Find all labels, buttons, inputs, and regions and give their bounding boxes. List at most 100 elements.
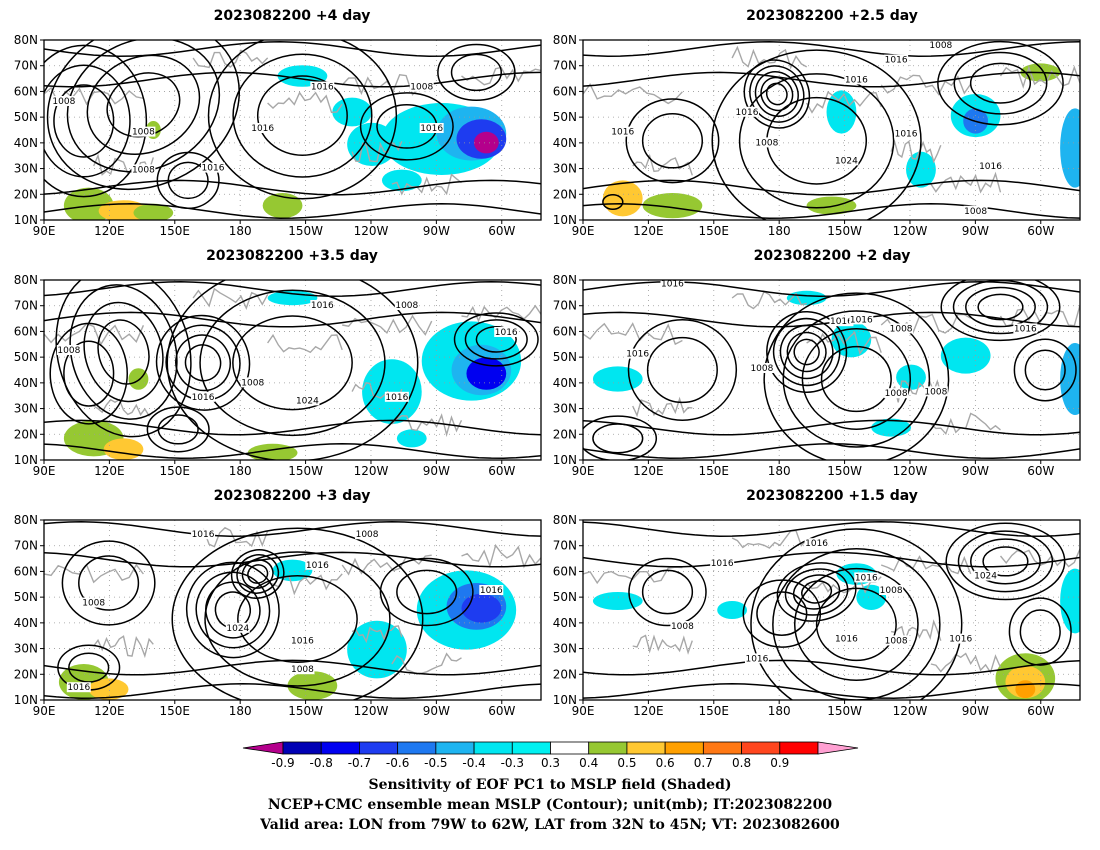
isobar-contour xyxy=(232,315,353,411)
lon-tick-label: 120E xyxy=(633,464,664,478)
isobar-contour xyxy=(157,414,199,445)
map-panel-3: 2023082200 +3.5 day 1008 1016 1008 1008 1016 1… xyxy=(14,248,542,478)
panel-title: 2023082200 +2.5 day xyxy=(746,8,918,24)
lon-tick-label: 150W xyxy=(288,464,323,478)
lon-tick-label: 150E xyxy=(160,464,191,478)
colorbar-swatch xyxy=(435,741,475,755)
sensitivity-shading xyxy=(332,97,373,127)
isobar-label: 1016 xyxy=(805,539,828,549)
sensitivity-shading xyxy=(88,678,129,700)
isobar-contour xyxy=(146,406,210,453)
lat-tick-label: 30N xyxy=(14,642,38,656)
colorbar-tick-label: 0.9 xyxy=(770,756,789,770)
isobar-label: 1016 xyxy=(420,124,443,134)
colorbar-tick-label: 0.5 xyxy=(617,756,636,770)
isobar-contour xyxy=(953,51,1048,115)
isobar-contour xyxy=(49,322,128,425)
lon-tick-label: 60W xyxy=(488,464,515,478)
isobar-contour xyxy=(46,40,241,191)
sensitivity-shading xyxy=(466,357,507,390)
isobar-contour xyxy=(756,591,808,636)
isobar-label: 1016 xyxy=(495,328,518,338)
isobar-contour xyxy=(1019,609,1061,654)
isobar-contour xyxy=(765,82,788,106)
isobar-label: 1008 xyxy=(291,665,314,675)
isobar-label: 1008 xyxy=(755,138,778,148)
isobar-label: 1016 xyxy=(291,636,314,646)
lon-tick-label: 90W xyxy=(962,704,989,718)
lat-tick-label: 60N xyxy=(14,84,38,98)
lat-tick-label: 10N xyxy=(553,213,577,227)
isobar-contour xyxy=(801,328,912,430)
isobar-label: 1016 xyxy=(979,162,1002,172)
isobar-contour xyxy=(464,319,528,360)
isobar-label: 1016 xyxy=(385,393,408,403)
isobar-label: 1016 xyxy=(736,108,759,118)
sensitivity-shading xyxy=(1015,680,1036,699)
isobar-contour xyxy=(793,338,820,366)
lon-tick-label: 120W xyxy=(354,704,389,718)
isobar-contour xyxy=(641,569,694,615)
isobar-contour xyxy=(453,312,539,367)
colorbar-swatch xyxy=(511,741,551,755)
isobar-contour xyxy=(965,286,1036,328)
map-panel-4: 2023082200 +2 day10161016101610081016100… xyxy=(553,248,1081,478)
lon-tick-label: 90E xyxy=(572,224,595,238)
sensitivity-shading xyxy=(381,169,422,192)
lon-tick-label: 120E xyxy=(633,224,664,238)
lon-tick-label: 90E xyxy=(33,224,56,238)
isobar-contour xyxy=(44,64,131,178)
lat-tick-label: 20N xyxy=(14,187,38,201)
coastline xyxy=(583,290,1080,436)
isobar-contour xyxy=(61,540,156,626)
lon-tick-label: 180 xyxy=(229,704,252,718)
isobar-contour xyxy=(379,557,474,627)
isobar-contour xyxy=(583,521,1080,537)
isobar-contour xyxy=(204,551,391,687)
map-frame xyxy=(43,39,542,221)
isobar-contour xyxy=(583,41,1080,57)
lat-tick-label: 30N xyxy=(553,162,577,176)
lat-tick-label: 60N xyxy=(553,564,577,578)
colorbar-swatch xyxy=(320,741,360,755)
lat-tick-label: 40N xyxy=(553,136,577,150)
lat-tick-label: 50N xyxy=(553,110,577,124)
isobar-label: 1008 xyxy=(82,599,105,609)
isobar-label: 1016 xyxy=(311,83,334,93)
isobar-contour xyxy=(711,49,922,220)
isobar-contour xyxy=(167,161,209,200)
colorbar-tick-label: -0.9 xyxy=(271,756,294,770)
isobar-label: 1016 xyxy=(855,573,878,583)
colorbar-tick-label: -0.4 xyxy=(462,756,485,770)
colorbar-swatch xyxy=(779,741,819,755)
sensitivity-shading xyxy=(128,368,149,390)
isobar-contour xyxy=(171,527,424,700)
isobar-contour xyxy=(970,538,1041,585)
colorbar-swatch xyxy=(550,741,590,755)
caption-line-3: Valid area: LON from 79W to 62W, LAT fro… xyxy=(259,817,840,833)
isobar-label: 1016 xyxy=(611,128,634,138)
sensitivity-shading xyxy=(1060,568,1080,634)
lon-tick-label: 120E xyxy=(94,224,125,238)
isobar-contour xyxy=(44,311,541,328)
isobar-contour xyxy=(583,443,1080,459)
isobar-contour xyxy=(625,98,720,184)
lon-tick-label: 60W xyxy=(488,704,515,718)
caption-line-1: Sensitivity of EOF PC1 to MSLP field (Sh… xyxy=(368,777,731,793)
lat-tick-label: 10N xyxy=(553,453,577,467)
sensitivity-shading xyxy=(896,364,926,390)
isobar-contour xyxy=(940,280,1061,342)
isobar-contour xyxy=(44,281,541,297)
isobar-label: 1016 xyxy=(835,635,858,645)
lat-tick-label: 70N xyxy=(14,299,38,313)
lat-tick-label: 70N xyxy=(553,59,577,73)
sensitivity-shading xyxy=(133,203,174,220)
sensitivity-shading xyxy=(396,429,427,448)
panel-title: 2023082200 +3 day xyxy=(214,488,371,504)
isobar-label: 1008 xyxy=(750,364,773,374)
lon-tick-label: 60W xyxy=(1027,224,1054,238)
isobar-contour xyxy=(166,280,419,460)
isobar-contour xyxy=(230,549,285,599)
isobar-contour xyxy=(165,324,241,402)
